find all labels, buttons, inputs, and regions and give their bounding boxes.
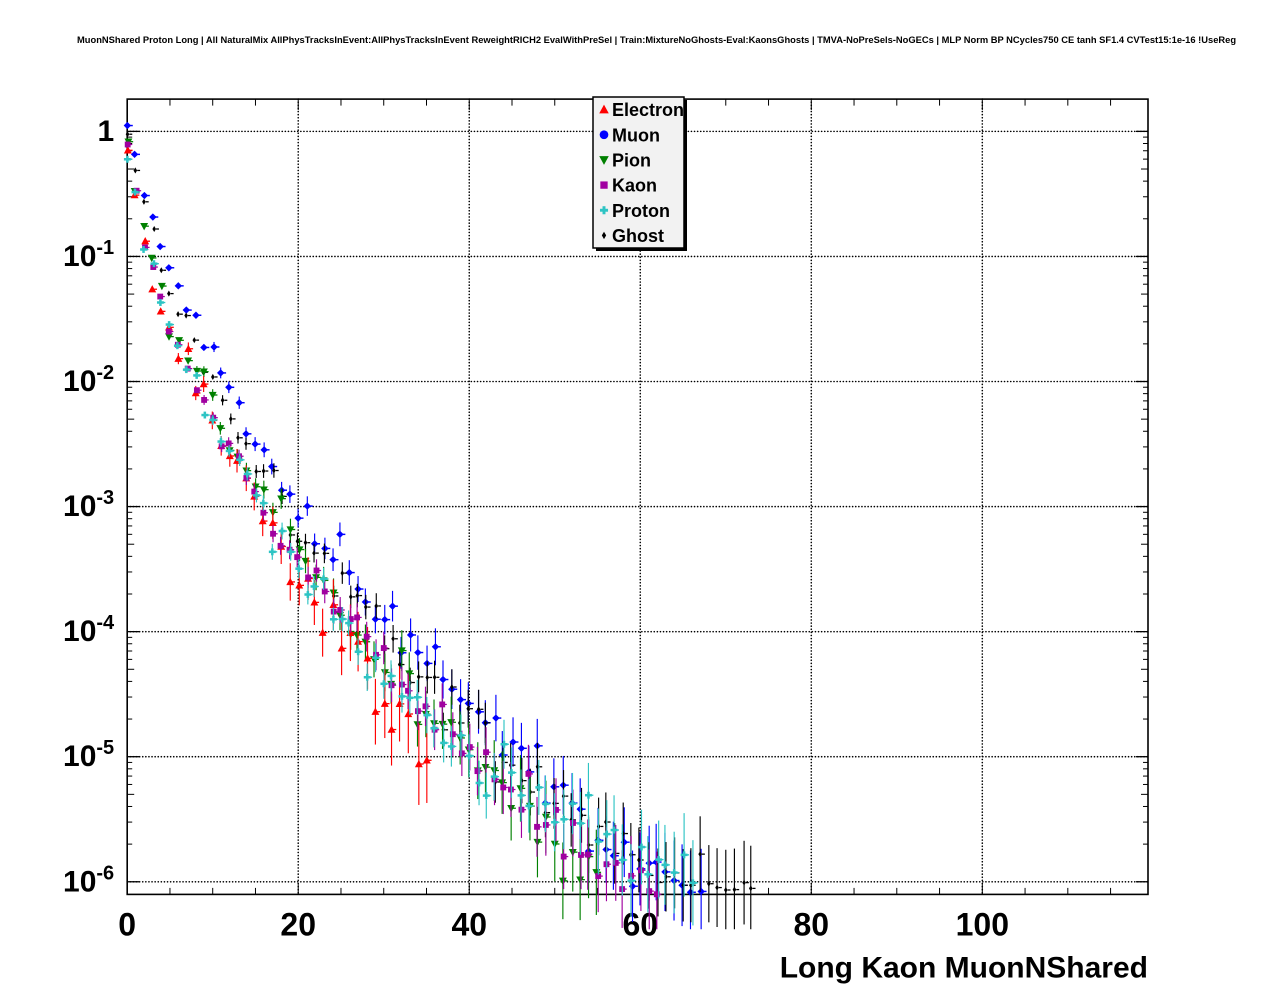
svg-text:1: 1 [98,115,115,148]
svg-text:Pion: Pion [612,150,651,170]
svg-text:Ghost: Ghost [612,226,664,246]
svg-text:20: 20 [280,906,316,942]
svg-text:40: 40 [451,906,487,942]
svg-text:100: 100 [956,906,1009,942]
svg-text:Proton: Proton [612,201,670,221]
svg-text:0: 0 [118,906,136,942]
svg-text:80: 80 [793,906,829,942]
svg-text:Electron: Electron [612,100,684,120]
svg-text:Kaon: Kaon [612,176,657,196]
svg-text:60: 60 [622,906,658,942]
svg-text:Muon: Muon [612,125,660,145]
svg-text:MuonNShared Proton Long | All: MuonNShared Proton Long | All NaturalMix… [77,35,1236,45]
svg-text:Long Kaon MuonNShared: Long Kaon MuonNShared [780,951,1148,984]
